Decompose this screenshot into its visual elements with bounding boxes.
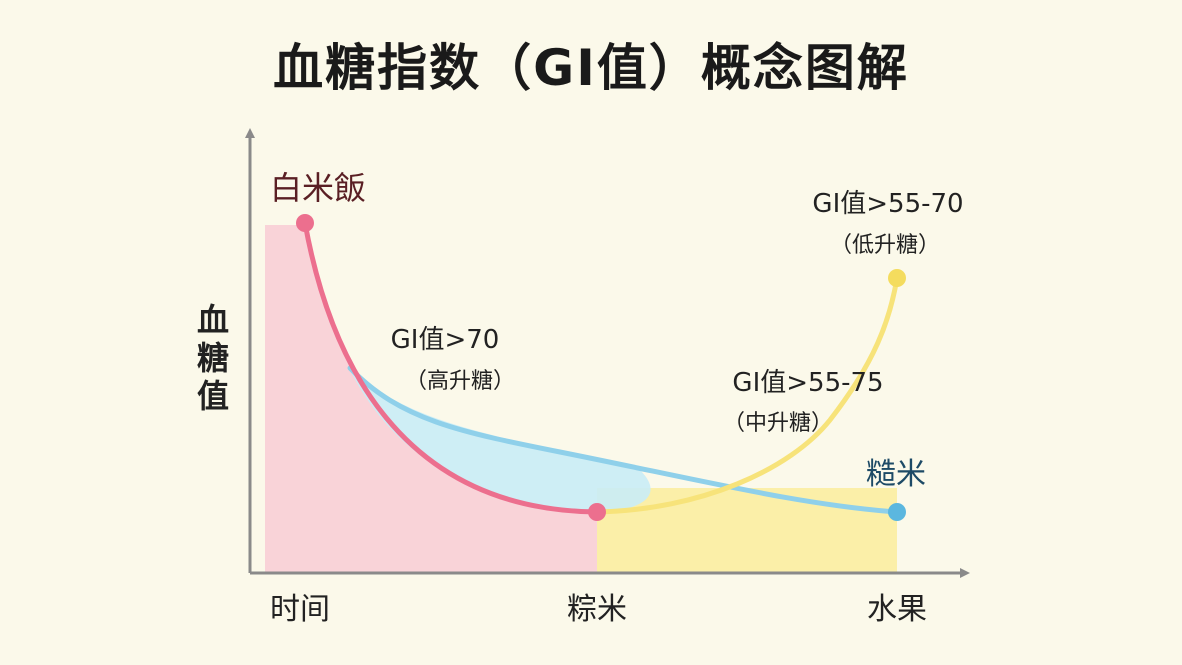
brown-rice-curve bbox=[347, 365, 900, 515]
fruit-curve bbox=[594, 275, 900, 515]
x-axis-label-zongmi: 粽米 bbox=[567, 592, 627, 627]
page-title: 血糖指数（GI值）概念图解 bbox=[273, 39, 909, 97]
y-axis-label-char: 糖 bbox=[197, 339, 229, 377]
x-axis-label-time: 时间 bbox=[270, 592, 330, 627]
zongmi-point bbox=[588, 503, 606, 521]
medium-gi-annotation: GI值>55-75 bbox=[732, 368, 883, 398]
white-rice-label: 白米飯 bbox=[270, 169, 366, 207]
y-axis-label-char: 血 bbox=[197, 301, 229, 339]
white-rice-curve bbox=[302, 220, 600, 515]
white-rice-area bbox=[265, 225, 597, 572]
medium-gi-annotation-note: （中升糖） bbox=[723, 411, 833, 436]
y-axis-label-char: 值 bbox=[197, 377, 229, 415]
brown-rice-point bbox=[888, 503, 906, 521]
low-gi-annotation-note: （低升糖） bbox=[830, 233, 940, 258]
low-gi-annotation: GI值>55-70 bbox=[812, 189, 963, 219]
fruit-point bbox=[888, 269, 906, 287]
x-axis-label-fruit: 水果 bbox=[867, 592, 927, 627]
high-gi-annotation-note: （高升糖） bbox=[405, 369, 515, 394]
white-rice-point bbox=[296, 214, 314, 232]
fruit-area bbox=[597, 488, 897, 572]
high-gi-annotation: GI值>70 bbox=[391, 325, 500, 355]
brown-rice-label: 糙米 bbox=[866, 457, 926, 492]
